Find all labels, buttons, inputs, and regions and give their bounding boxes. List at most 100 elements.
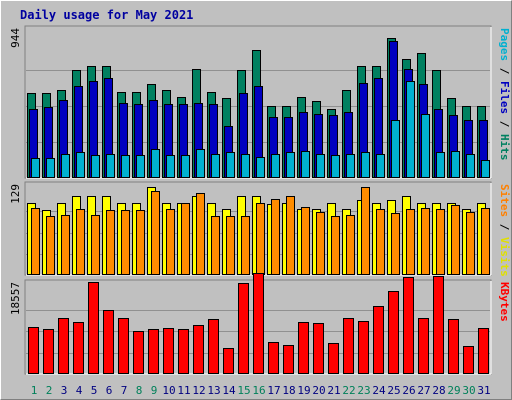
x-tick-label-day-9: 9 (151, 384, 158, 397)
x-tick-label-day-5: 5 (91, 384, 98, 397)
panel-2-legend-item-1: Sites (498, 184, 511, 217)
bar-pages-day-18 (286, 152, 295, 178)
bar-sites-day-24 (376, 209, 385, 275)
x-tick-label-day-3: 3 (61, 384, 68, 397)
bar-kbytes-day-5 (88, 282, 99, 374)
bar-kbytes-day-24 (373, 306, 384, 374)
bar-pages-day-5 (91, 155, 100, 178)
bar-sites-day-19 (301, 207, 310, 275)
bar-sites-day-7 (121, 210, 130, 275)
bar-pages-day-24 (376, 154, 385, 178)
x-tick-label-day-22: 22 (342, 384, 355, 397)
bar-pages-day-15 (241, 154, 250, 178)
bar-pages-day-9 (151, 149, 160, 178)
bar-kbytes-day-10 (163, 328, 174, 374)
x-tick-label-day-31: 31 (477, 384, 490, 397)
x-tick-label-day-26: 26 (402, 384, 415, 397)
bar-kbytes-day-11 (178, 329, 189, 374)
bar-kbytes-day-16 (253, 273, 264, 374)
x-tick-label-day-7: 7 (121, 384, 128, 397)
bar-sites-day-26 (406, 209, 415, 275)
x-tick-label-day-13: 13 (207, 384, 220, 397)
bar-pages-day-16 (256, 157, 265, 178)
panel-1-legend-item-4: / (498, 114, 511, 134)
bar-pages-day-31 (481, 160, 490, 178)
bar-sites-day-10 (166, 209, 175, 275)
bar-kbytes-day-14 (223, 348, 234, 374)
bar-kbytes-day-19 (298, 322, 309, 374)
bar-pages-day-13 (211, 154, 220, 178)
bar-kbytes-day-28 (433, 276, 444, 374)
x-tick-label-day-27: 27 (417, 384, 430, 397)
bar-sites-day-11 (181, 203, 190, 275)
bar-sites-day-22 (346, 215, 355, 275)
panel-2-legend: Sites / Visits (498, 184, 511, 277)
panel-1-legend-item-2: / (498, 61, 511, 81)
bar-pages-day-27 (421, 114, 430, 178)
bar-pages-day-12 (196, 149, 205, 178)
bar-kbytes-day-18 (283, 345, 294, 374)
bar-kbytes-day-23 (358, 321, 369, 374)
bar-pages-day-4 (76, 152, 85, 178)
panel-2-legend-item-3: Visits (498, 237, 511, 277)
bar-sites-day-27 (421, 208, 430, 275)
panel-2-legend-item-2: / (498, 217, 511, 237)
panel-3-legend-item-1: KBytes (498, 282, 511, 322)
bar-kbytes-day-1 (28, 327, 39, 374)
bar-kbytes-day-8 (133, 331, 144, 374)
x-tick-label-day-12: 12 (192, 384, 205, 397)
bar-sites-day-20 (316, 212, 325, 275)
bar-sites-day-15 (241, 216, 250, 275)
x-tick-label-day-8: 8 (136, 384, 143, 397)
x-tick-label-day-15: 15 (237, 384, 250, 397)
bar-sites-day-17 (271, 199, 280, 275)
x-tick-label-day-21: 21 (327, 384, 340, 397)
bar-pages-day-8 (136, 155, 145, 178)
x-tick-label-day-6: 6 (106, 384, 113, 397)
x-tick-label-day-25: 25 (387, 384, 400, 397)
bar-sites-day-3 (61, 215, 70, 275)
bar-kbytes-day-6 (103, 310, 114, 374)
bar-sites-day-31 (481, 208, 490, 275)
bar-kbytes-day-21 (328, 343, 339, 374)
bar-pages-day-20 (316, 154, 325, 178)
x-tick-label-day-1: 1 (31, 384, 38, 397)
bar-kbytes-day-13 (208, 319, 219, 374)
bar-sites-day-21 (331, 216, 340, 275)
bar-sites-day-28 (436, 209, 445, 275)
bar-pages-day-30 (466, 154, 475, 178)
x-tick-label-day-19: 19 (297, 384, 310, 397)
bar-pages-day-14 (226, 152, 235, 178)
bar-kbytes-day-31 (478, 328, 489, 374)
panel-1-legend-item-3: Files (498, 81, 511, 114)
bar-sites-day-30 (466, 212, 475, 275)
bar-pages-day-11 (181, 155, 190, 178)
chart-title: Daily usage for May 2021 (20, 8, 194, 22)
bar-pages-day-21 (331, 155, 340, 178)
bar-sites-day-25 (391, 213, 400, 275)
bar-pages-day-17 (271, 154, 280, 178)
bar-sites-day-16 (256, 203, 265, 275)
bar-kbytes-day-12 (193, 325, 204, 374)
bar-pages-day-26 (406, 81, 415, 178)
panel-1-ymax-label: 944 (9, 28, 22, 48)
x-tick-label-day-14: 14 (222, 384, 236, 397)
panel-3-ymax-label: 18557 (9, 282, 22, 315)
x-tick-label-day-4: 4 (76, 384, 83, 397)
bar-sites-day-29 (451, 205, 460, 275)
bar-kbytes-day-26 (403, 277, 414, 374)
bar-pages-day-7 (121, 155, 130, 178)
panel-1-legend: Pages / Files / Hits (498, 28, 511, 161)
x-tick-label-day-18: 18 (282, 384, 295, 397)
bar-kbytes-day-30 (463, 346, 474, 374)
x-tick-label-day-11: 11 (177, 384, 190, 397)
x-tick-label-day-20: 20 (312, 384, 325, 397)
bar-sites-day-23 (361, 187, 370, 275)
bar-pages-day-23 (361, 152, 370, 178)
bar-kbytes-day-27 (418, 318, 429, 374)
bar-sites-day-12 (196, 193, 205, 275)
bar-sites-day-6 (106, 210, 115, 275)
bar-kbytes-day-9 (148, 329, 159, 374)
